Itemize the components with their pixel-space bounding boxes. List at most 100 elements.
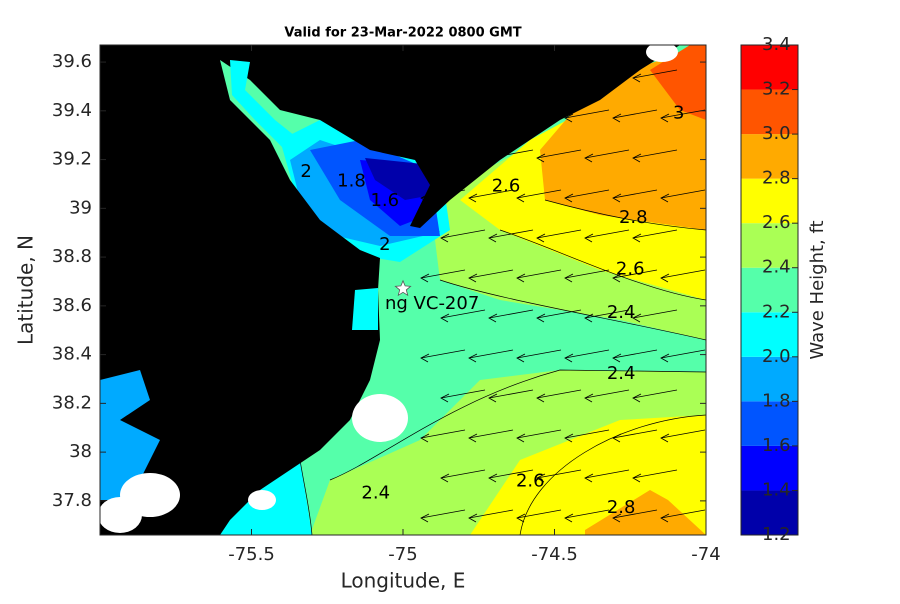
no-data bbox=[100, 497, 142, 533]
vector-head bbox=[468, 113, 478, 123]
vector bbox=[584, 69, 630, 79]
contour-line bbox=[544, 199, 706, 231]
vector bbox=[516, 269, 562, 279]
vector bbox=[468, 429, 514, 439]
vector bbox=[584, 149, 630, 159]
vector-head bbox=[488, 153, 498, 163]
vector bbox=[468, 349, 514, 359]
vector bbox=[584, 469, 630, 479]
vector-head bbox=[660, 113, 670, 123]
vector bbox=[660, 189, 706, 199]
vector bbox=[488, 469, 534, 479]
vector bbox=[488, 389, 534, 399]
vector bbox=[584, 389, 630, 399]
vector-head bbox=[612, 353, 622, 363]
x-tick-label: -75.5 bbox=[228, 544, 275, 565]
contour-label: 1.6 bbox=[370, 190, 399, 211]
vector-head bbox=[420, 353, 430, 363]
colorbar-tick-label: 2.4 bbox=[762, 257, 791, 278]
vector bbox=[536, 469, 582, 479]
vector bbox=[536, 149, 582, 159]
vector bbox=[564, 349, 610, 359]
y-tick-label: 39.2 bbox=[52, 149, 92, 170]
vector-head bbox=[536, 313, 546, 323]
vector-head bbox=[516, 193, 526, 203]
vector-head bbox=[440, 73, 450, 83]
contour-label: 2.4 bbox=[361, 483, 390, 504]
vector-head bbox=[612, 193, 622, 203]
vector bbox=[564, 269, 610, 279]
vector-head bbox=[536, 73, 546, 83]
vector bbox=[612, 189, 658, 199]
vector-head bbox=[564, 513, 574, 523]
vector bbox=[468, 109, 514, 119]
chart-title: Valid for 23-Mar-2022 0800 GMT bbox=[284, 26, 521, 41]
vector-head bbox=[612, 273, 622, 283]
wave-band bbox=[650, 45, 706, 120]
contour-label: 3 bbox=[673, 102, 684, 123]
vector bbox=[584, 229, 630, 239]
vector-head bbox=[660, 273, 670, 283]
y-tick-label: 38 bbox=[69, 441, 92, 462]
vector-head bbox=[536, 473, 546, 483]
river bbox=[230, 60, 300, 150]
vector bbox=[564, 509, 610, 519]
vector-head bbox=[564, 433, 574, 443]
inland-water bbox=[100, 370, 160, 500]
vector-head bbox=[488, 393, 498, 403]
map-area bbox=[100, 45, 706, 535]
vector-head bbox=[584, 313, 594, 323]
vector bbox=[440, 389, 486, 399]
vector bbox=[488, 229, 534, 239]
vector bbox=[632, 69, 678, 79]
colorbar-band bbox=[741, 356, 798, 402]
colorbar-band bbox=[741, 312, 798, 357]
contour-label: 2.8 bbox=[607, 497, 636, 518]
vector-head bbox=[516, 273, 526, 283]
x-tick-label: -75 bbox=[388, 544, 417, 565]
vector bbox=[612, 429, 658, 439]
vector bbox=[612, 109, 658, 119]
contour-label: 2 bbox=[379, 234, 390, 255]
vector bbox=[632, 309, 678, 319]
y-tick-label: 39 bbox=[69, 197, 92, 218]
vector-head bbox=[468, 353, 478, 363]
vector bbox=[632, 469, 678, 479]
contour-line bbox=[499, 229, 706, 301]
vector bbox=[440, 469, 486, 479]
vector-head bbox=[564, 193, 574, 203]
no-data bbox=[248, 490, 276, 510]
vector bbox=[536, 309, 582, 319]
vector-head bbox=[660, 353, 670, 363]
contour-line bbox=[519, 414, 706, 535]
vector-head bbox=[564, 353, 574, 363]
vector bbox=[660, 349, 706, 359]
x-tick-label: -74 bbox=[691, 544, 720, 565]
vector bbox=[516, 349, 562, 359]
colorbar-band bbox=[741, 223, 798, 268]
vector bbox=[660, 269, 706, 279]
vector-head bbox=[488, 233, 498, 243]
colorbar-tick-label: 2.2 bbox=[762, 301, 791, 322]
x-axis-label: Longitude, E bbox=[341, 569, 466, 593]
vector-head bbox=[584, 473, 594, 483]
vector-head bbox=[536, 153, 546, 163]
vector bbox=[536, 229, 582, 239]
colorbar-tick-label: 2.0 bbox=[762, 346, 791, 367]
inland-water bbox=[352, 288, 378, 330]
station-marker bbox=[394, 279, 412, 297]
vector bbox=[612, 349, 658, 359]
y-tick-label: 38.8 bbox=[52, 246, 92, 267]
vector-head bbox=[468, 193, 478, 203]
vector bbox=[440, 229, 486, 239]
vector bbox=[660, 509, 706, 519]
vector-head bbox=[516, 353, 526, 363]
vector-head bbox=[536, 233, 546, 243]
vector-head bbox=[440, 393, 450, 403]
vector bbox=[516, 109, 562, 119]
contour-line bbox=[439, 279, 706, 341]
vector-head bbox=[468, 433, 478, 443]
vector-head bbox=[468, 273, 478, 283]
colorbar-tick-label: 3.0 bbox=[762, 123, 791, 144]
